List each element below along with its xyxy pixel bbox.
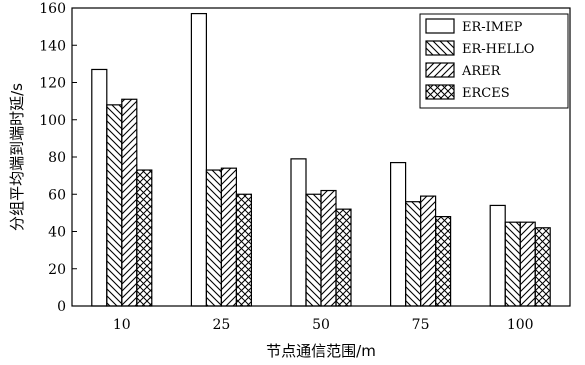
x-tick-label: 50 <box>312 317 330 333</box>
bar-erces-25 <box>235 193 252 307</box>
bar-arer-10 <box>121 98 138 307</box>
bar-er-imep-50 <box>290 158 307 307</box>
bar-er-hello-10 <box>106 104 123 307</box>
bar-er-hello-100 <box>504 221 521 307</box>
x-tick-label: 100 <box>507 317 534 333</box>
bar-erces-100 <box>534 227 551 307</box>
legend: ER-IMEP ER-HELLO ARER ERCES <box>419 13 569 109</box>
legend-label-er-imep: ER-IMEP <box>462 20 523 35</box>
plot-frame <box>71 7 571 307</box>
x-tick-label: 10 <box>113 317 131 333</box>
legend-label-er-hello: ER-HELLO <box>462 42 534 57</box>
bar-er-imep-10 <box>91 68 108 307</box>
x-axis-label: 节点通信范围/m <box>266 342 376 360</box>
x-tick-label: 25 <box>212 317 230 333</box>
bar-er-hello-75 <box>405 201 422 307</box>
bar-arer-75 <box>420 195 437 307</box>
axes-group: 10 25 50 75 100 0 20 40 60 80 100 120 140 160 <box>39 1 571 333</box>
bar-er-hello-25 <box>205 169 222 307</box>
y-tick-label: 80 <box>48 150 66 166</box>
bar-erces-75 <box>435 216 452 307</box>
legend-swatch-er-hello <box>425 40 455 56</box>
y-tick-label: 100 <box>39 113 66 129</box>
bar-arer-25 <box>220 167 237 307</box>
bars-group <box>91 12 551 307</box>
bar-arer-100 <box>519 221 536 307</box>
y-tick-label: 160 <box>39 1 66 17</box>
y-tick-label: 40 <box>48 225 66 241</box>
y-tick-label: 0 <box>57 299 66 315</box>
y-tick-label: 20 <box>48 262 66 278</box>
x-tick-label: 75 <box>412 317 430 333</box>
legend-label-arer: ARER <box>461 64 502 79</box>
bar-arer-50 <box>320 189 337 307</box>
y-tick-label: 140 <box>39 38 66 54</box>
y-tick-label: 60 <box>48 187 66 203</box>
bar-erces-10 <box>136 169 153 307</box>
legend-swatch-er-imep <box>425 18 455 34</box>
legend-label-erces: ERCES <box>462 86 510 101</box>
bar-er-imep-75 <box>390 161 407 307</box>
bar-er-imep-25 <box>190 12 207 307</box>
bar-erces-50 <box>335 208 352 307</box>
legend-swatch-erces <box>425 84 455 100</box>
y-tick-label: 120 <box>39 76 66 92</box>
bar-er-hello-50 <box>305 193 322 307</box>
y-axis-label: 分组平均端到端时延/s <box>8 83 26 231</box>
legend-swatch-arer <box>425 62 455 78</box>
bar-er-imep-100 <box>489 204 506 307</box>
